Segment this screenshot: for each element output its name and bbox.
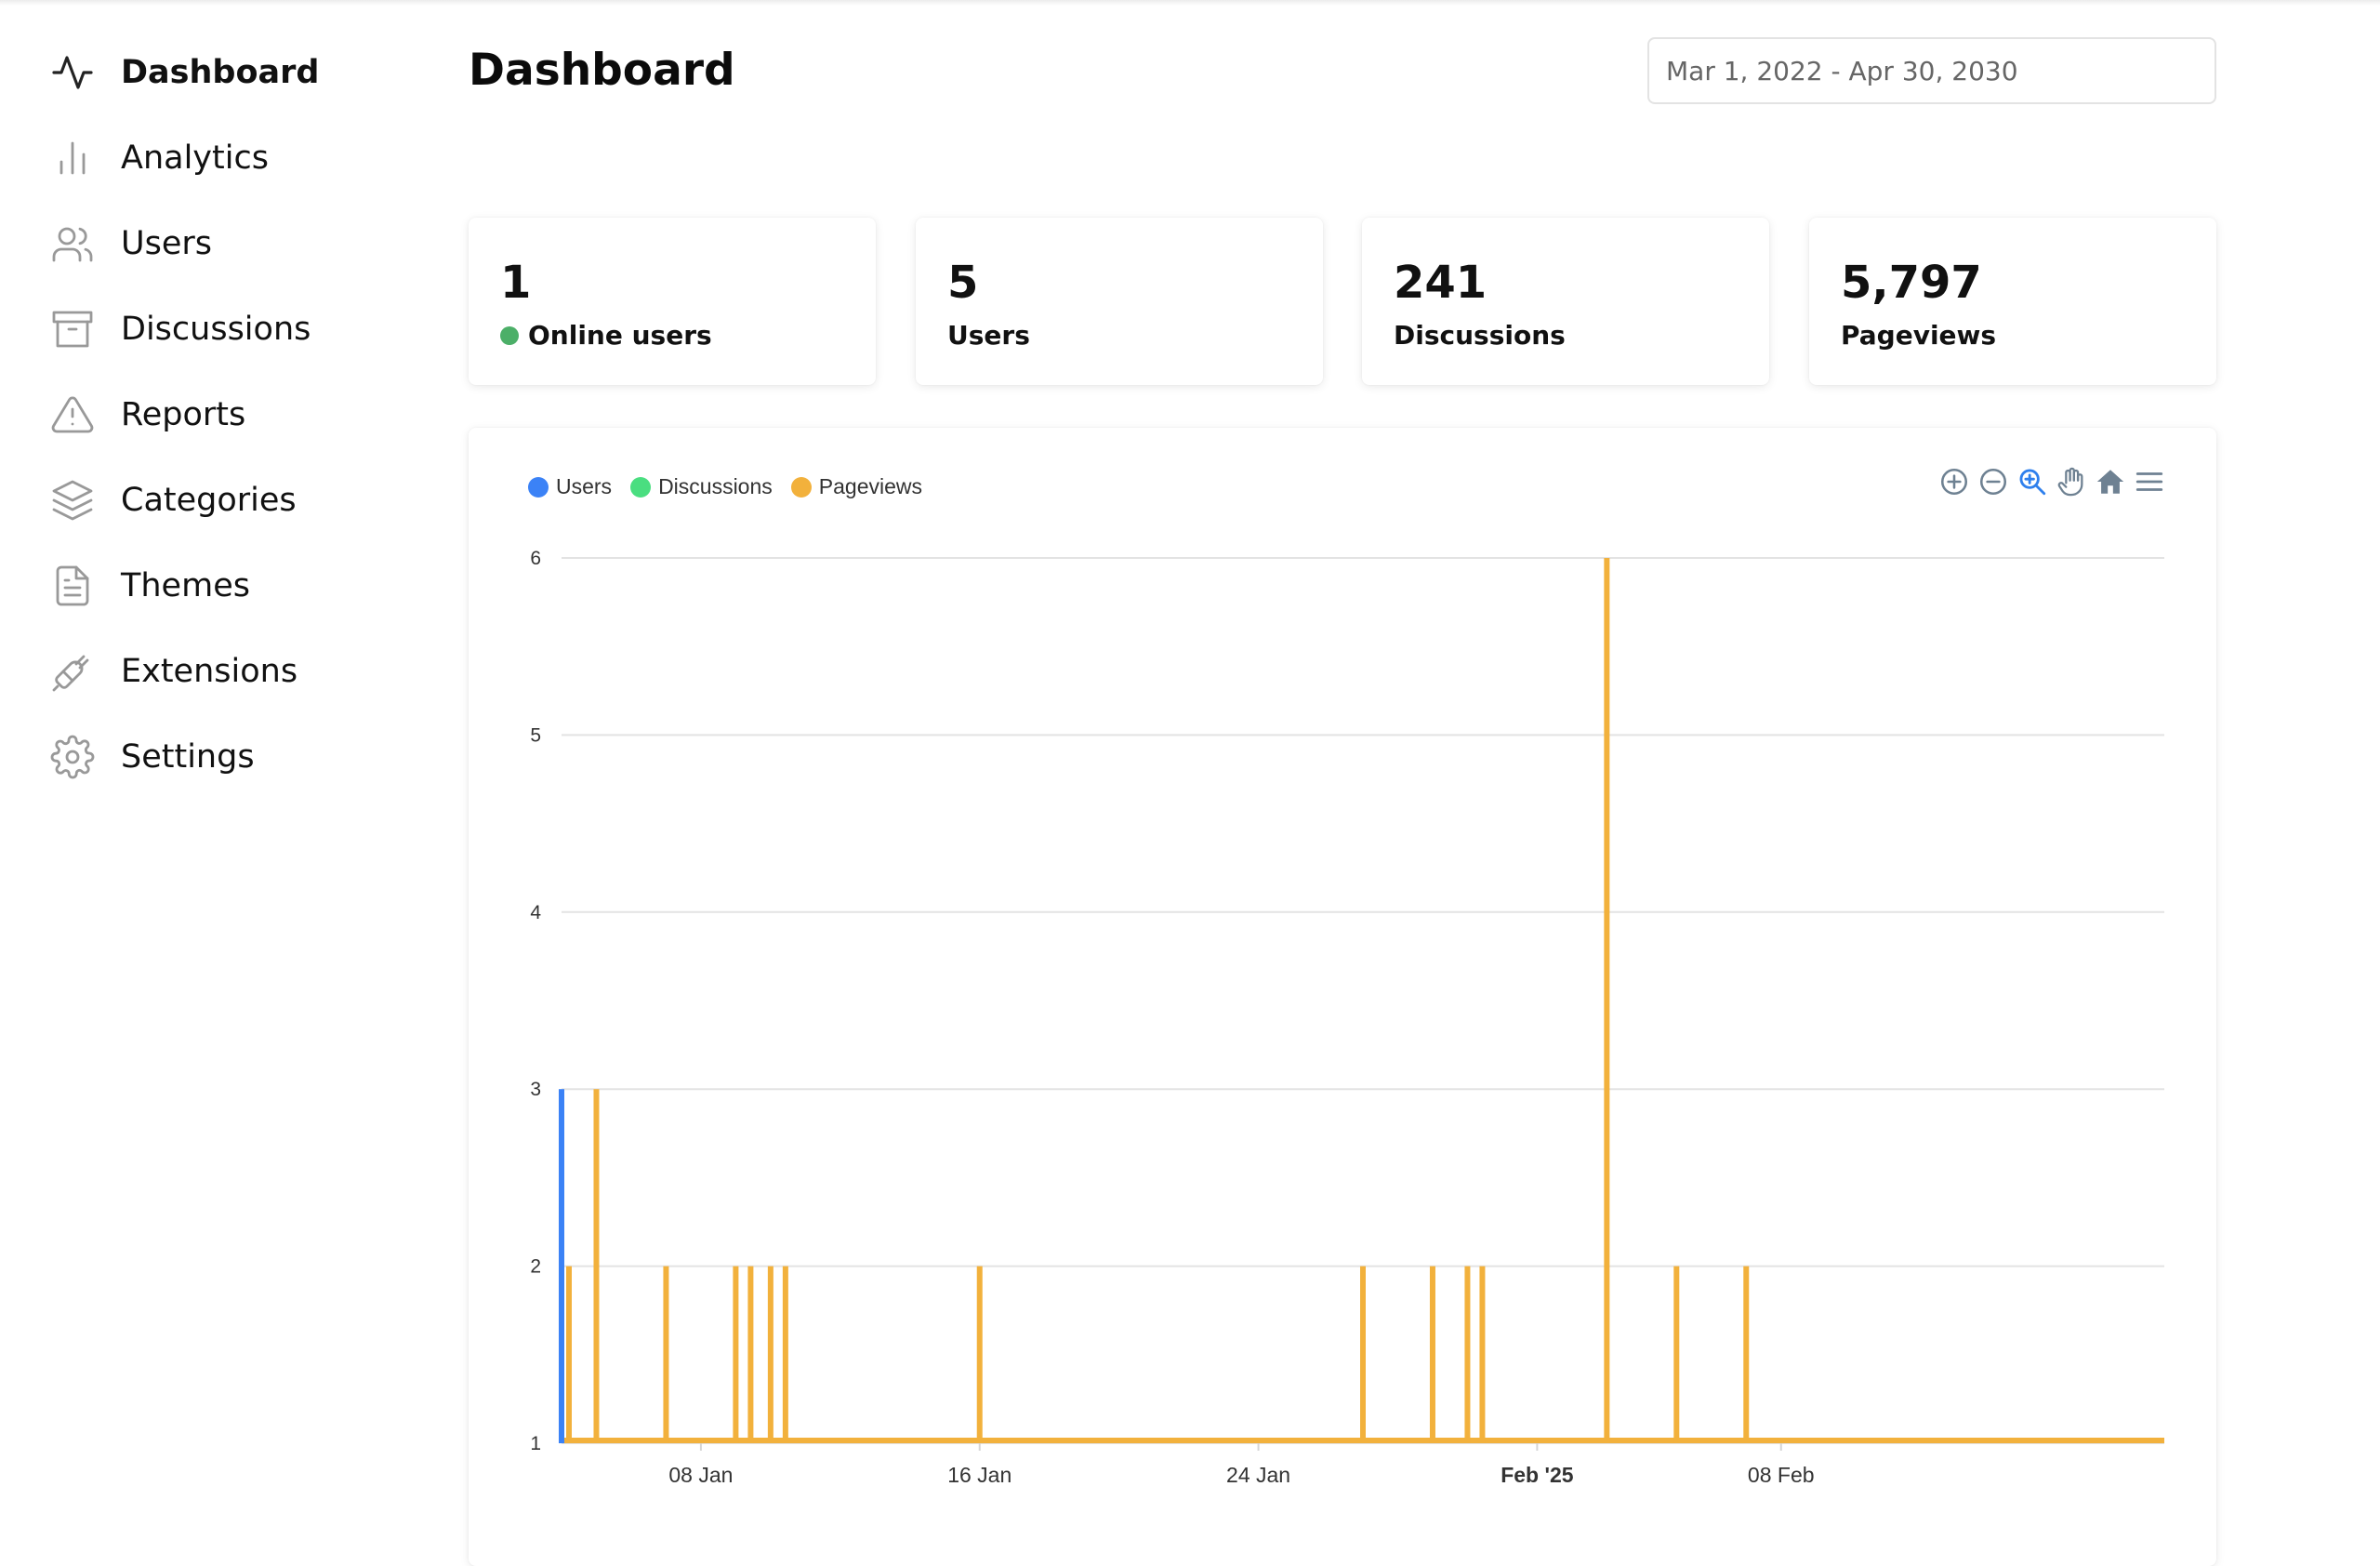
y-tick-label: 2: [530, 1256, 541, 1278]
chart-card: Users Discussions Pageviews 1 2 3 4 5 6: [469, 428, 2216, 1566]
bar-pageviews: [747, 1266, 754, 1443]
y-tick-label: 3: [530, 1079, 541, 1100]
legend-item-pageviews[interactable]: Pageviews: [790, 474, 923, 499]
chart-legend: Users Discussions Pageviews: [528, 474, 941, 499]
bar-pageviews: [1464, 1266, 1471, 1443]
bar-pageviews: [1743, 1266, 1750, 1443]
sidebar-item-categories[interactable]: Categories: [50, 471, 422, 530]
zoom-in-icon[interactable]: [1936, 463, 1973, 500]
sidebar-item-label: Dashboard: [121, 54, 320, 91]
activity-chart: 1 2 3 4 5 6 08 Jan 16 Jan 24 Jan Feb '25 08 Feb: [530, 548, 2164, 1487]
sidebar-item-label: Categories: [121, 482, 297, 519]
legend-item-users[interactable]: Users: [528, 474, 612, 499]
page-title: Dashboard: [469, 45, 735, 96]
x-tick-label: 24 Jan: [1226, 1463, 1290, 1487]
x-tick-label: 08 Jan: [668, 1463, 733, 1487]
sidebar-item-analytics[interactable]: Analytics: [50, 128, 422, 188]
activity-icon: [50, 50, 95, 95]
date-range-input[interactable]: [1647, 37, 2216, 104]
stat-value: 241: [1394, 257, 1488, 309]
online-status-dot: [500, 325, 519, 345]
legend-marker: [528, 476, 549, 498]
bar-pageviews: [1429, 1266, 1435, 1443]
sidebar-item-label: Reports: [121, 396, 246, 433]
bar-pageviews: [1604, 558, 1610, 1443]
stat-card-online-users: 1 Online users: [469, 218, 876, 385]
users-icon: [50, 221, 95, 266]
sidebar-item-label: Discussions: [121, 311, 311, 348]
alert-triangle-icon: [50, 392, 95, 437]
bar-pageviews: [1673, 1266, 1680, 1443]
bar-pageviews: [1479, 1266, 1486, 1443]
bar-pageviews: [1360, 1266, 1366, 1443]
zoom-out-icon[interactable]: [1975, 463, 2012, 500]
sidebar: Dashboard Analytics Users Discussions Re…: [0, 0, 437, 1566]
bar-chart-icon: [50, 136, 95, 180]
stat-label: Online users: [500, 320, 712, 351]
legend-label: Pageviews: [818, 474, 923, 498]
legend-item-discussions[interactable]: Discussions: [630, 474, 773, 499]
legend-marker: [630, 476, 652, 498]
y-tick-label: 1: [530, 1433, 541, 1454]
sidebar-item-settings[interactable]: Settings: [50, 727, 422, 787]
bar-users: [559, 1089, 564, 1443]
legend-marker: [790, 476, 812, 498]
bar-pageviews: [733, 1266, 739, 1443]
x-tick-label: Feb '25: [1501, 1463, 1574, 1487]
sidebar-item-label: Themes: [121, 567, 250, 604]
stat-label: Discussions: [1394, 320, 1566, 351]
sidebar-item-label: Extensions: [121, 653, 298, 690]
stat-value: 5: [947, 257, 979, 309]
y-tick-label: 5: [530, 724, 541, 746]
layers-icon: [50, 478, 95, 523]
menu-icon[interactable]: [2131, 463, 2168, 500]
home-reset-icon[interactable]: [2092, 463, 2129, 500]
gear-icon: [50, 735, 95, 779]
bar-pageviews: [566, 1266, 572, 1443]
legend-label: Discussions: [658, 474, 773, 498]
chart-toolbar: [1934, 463, 2168, 500]
file-text-icon: [50, 564, 95, 608]
bar-pageviews: [767, 1266, 774, 1443]
top-shadow: [0, 0, 2380, 6]
stat-label: Pageviews: [1841, 320, 1997, 351]
stat-value: 1: [500, 257, 532, 309]
bar-pageviews: [593, 1089, 600, 1443]
stat-card-discussions: 241 Discussions: [1362, 218, 1769, 385]
y-tick-label: 6: [530, 548, 541, 569]
sidebar-item-label: Settings: [121, 738, 255, 776]
x-tick-label: 16 Jan: [947, 1463, 1012, 1487]
sidebar-item-label: Analytics: [121, 139, 269, 177]
sidebar-item-discussions[interactable]: Discussions: [50, 299, 422, 359]
legend-label: Users: [556, 474, 613, 498]
stat-label-text: Online users: [528, 320, 712, 351]
sidebar-item-reports[interactable]: Reports: [50, 385, 422, 445]
selection-zoom-icon[interactable]: [2014, 463, 2051, 500]
sidebar-item-label: Users: [121, 225, 213, 262]
sidebar-item-themes[interactable]: Themes: [50, 556, 422, 616]
stat-card-pageviews: 5,797 Pageviews: [1809, 218, 2216, 385]
bar-pageviews: [782, 1266, 788, 1443]
stat-value: 5,797: [1841, 257, 1982, 309]
bar-pageviews: [976, 1266, 983, 1443]
bar-pageviews: [663, 1266, 669, 1443]
stat-label: Users: [947, 320, 1030, 351]
archive-icon: [50, 307, 95, 352]
sidebar-item-dashboard[interactable]: Dashboard: [50, 43, 422, 102]
stat-card-users: 5 Users: [916, 218, 1323, 385]
plug-icon: [50, 649, 95, 694]
x-tick-label: 08 Feb: [1748, 1463, 1815, 1487]
pan-hand-icon[interactable]: [2053, 463, 2090, 500]
sidebar-item-users[interactable]: Users: [50, 214, 422, 273]
y-tick-label: 4: [530, 902, 541, 923]
sidebar-item-extensions[interactable]: Extensions: [50, 642, 422, 701]
